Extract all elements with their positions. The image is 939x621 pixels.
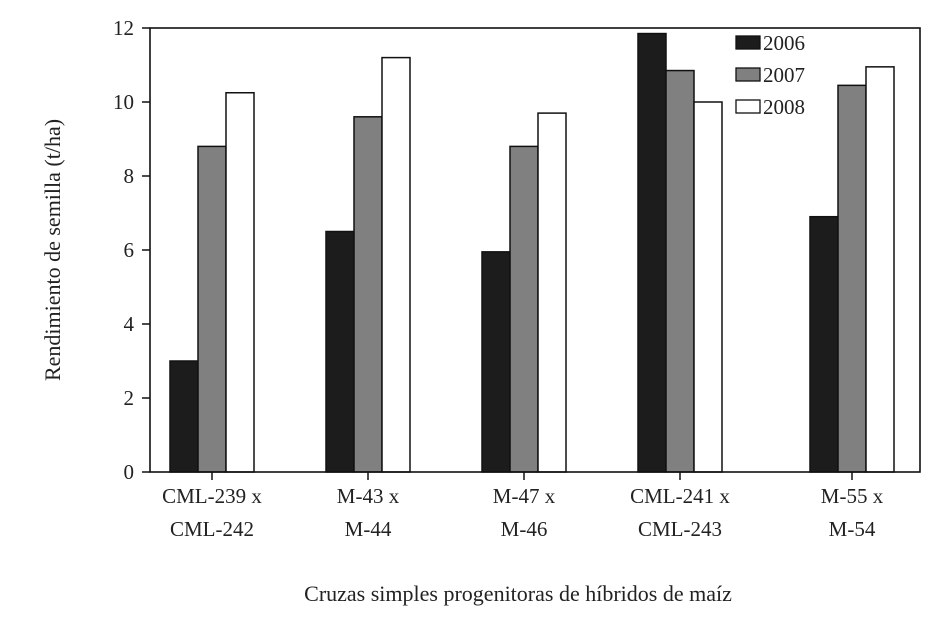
bars-layer [169,32,895,473]
x-tick-label-line2: M-44 [345,517,392,541]
x-tick-label-line2: M-54 [829,517,876,541]
x-tick-label-line1: M-47 x [493,484,556,508]
y-tick-label: 6 [124,238,135,262]
x-tick-label-line2: M-46 [501,517,548,541]
y-tick-label: 2 [124,386,135,410]
bar-2008-2 [537,112,567,473]
bar-2007-4 [837,84,867,473]
x-tick-label-line2: CML-242 [170,517,254,541]
legend-label: 2007 [763,63,805,87]
x-tick-label-line1: CML-239 x [162,484,262,508]
bar-2006-1 [325,230,355,473]
legend-swatch-2008 [735,99,761,114]
bar-2008-3 [693,101,723,473]
x-tick-label-line1: M-43 x [337,484,400,508]
y-axis-label: Rendimiento de semilla (t/ha) [40,119,65,381]
y-axis: 0 2 4 6 8 10 12 [113,16,150,484]
legend-label: 2008 [763,95,805,119]
legend-label: 2006 [763,31,805,55]
bar-2006-3 [637,32,667,473]
x-axis-label: Cruzas simples progenitoras de híbridos … [304,581,732,606]
bar-2007-0 [197,145,227,473]
bar-2007-1 [353,116,383,473]
y-tick-label: 12 [113,16,134,40]
y-tick-label: 0 [124,460,135,484]
bar-2007-2 [509,145,539,473]
bar-2008-4 [865,66,895,473]
y-tick-label: 8 [124,164,135,188]
y-tick-label: 4 [124,312,135,336]
x-tick-label-line2: CML-243 [638,517,722,541]
x-tick-label-line1: CML-241 x [630,484,730,508]
legend-swatch-2006 [735,35,761,50]
x-tick-label-line1: M-55 x [821,484,884,508]
bar-2008-1 [381,56,411,473]
bar-2007-3 [665,69,695,473]
bar-2008-0 [225,92,255,473]
bar-2006-2 [481,251,511,473]
bar-2006-0 [169,360,199,473]
x-axis: CML-239 x CML-242 M-43 x M-44 M-47 x M-46 CML-… [162,472,884,541]
y-tick-label: 10 [113,90,134,114]
legend-swatch-2007 [735,67,761,82]
legend: 2006 2007 2008 [735,31,805,119]
bar-2006-4 [809,215,839,473]
